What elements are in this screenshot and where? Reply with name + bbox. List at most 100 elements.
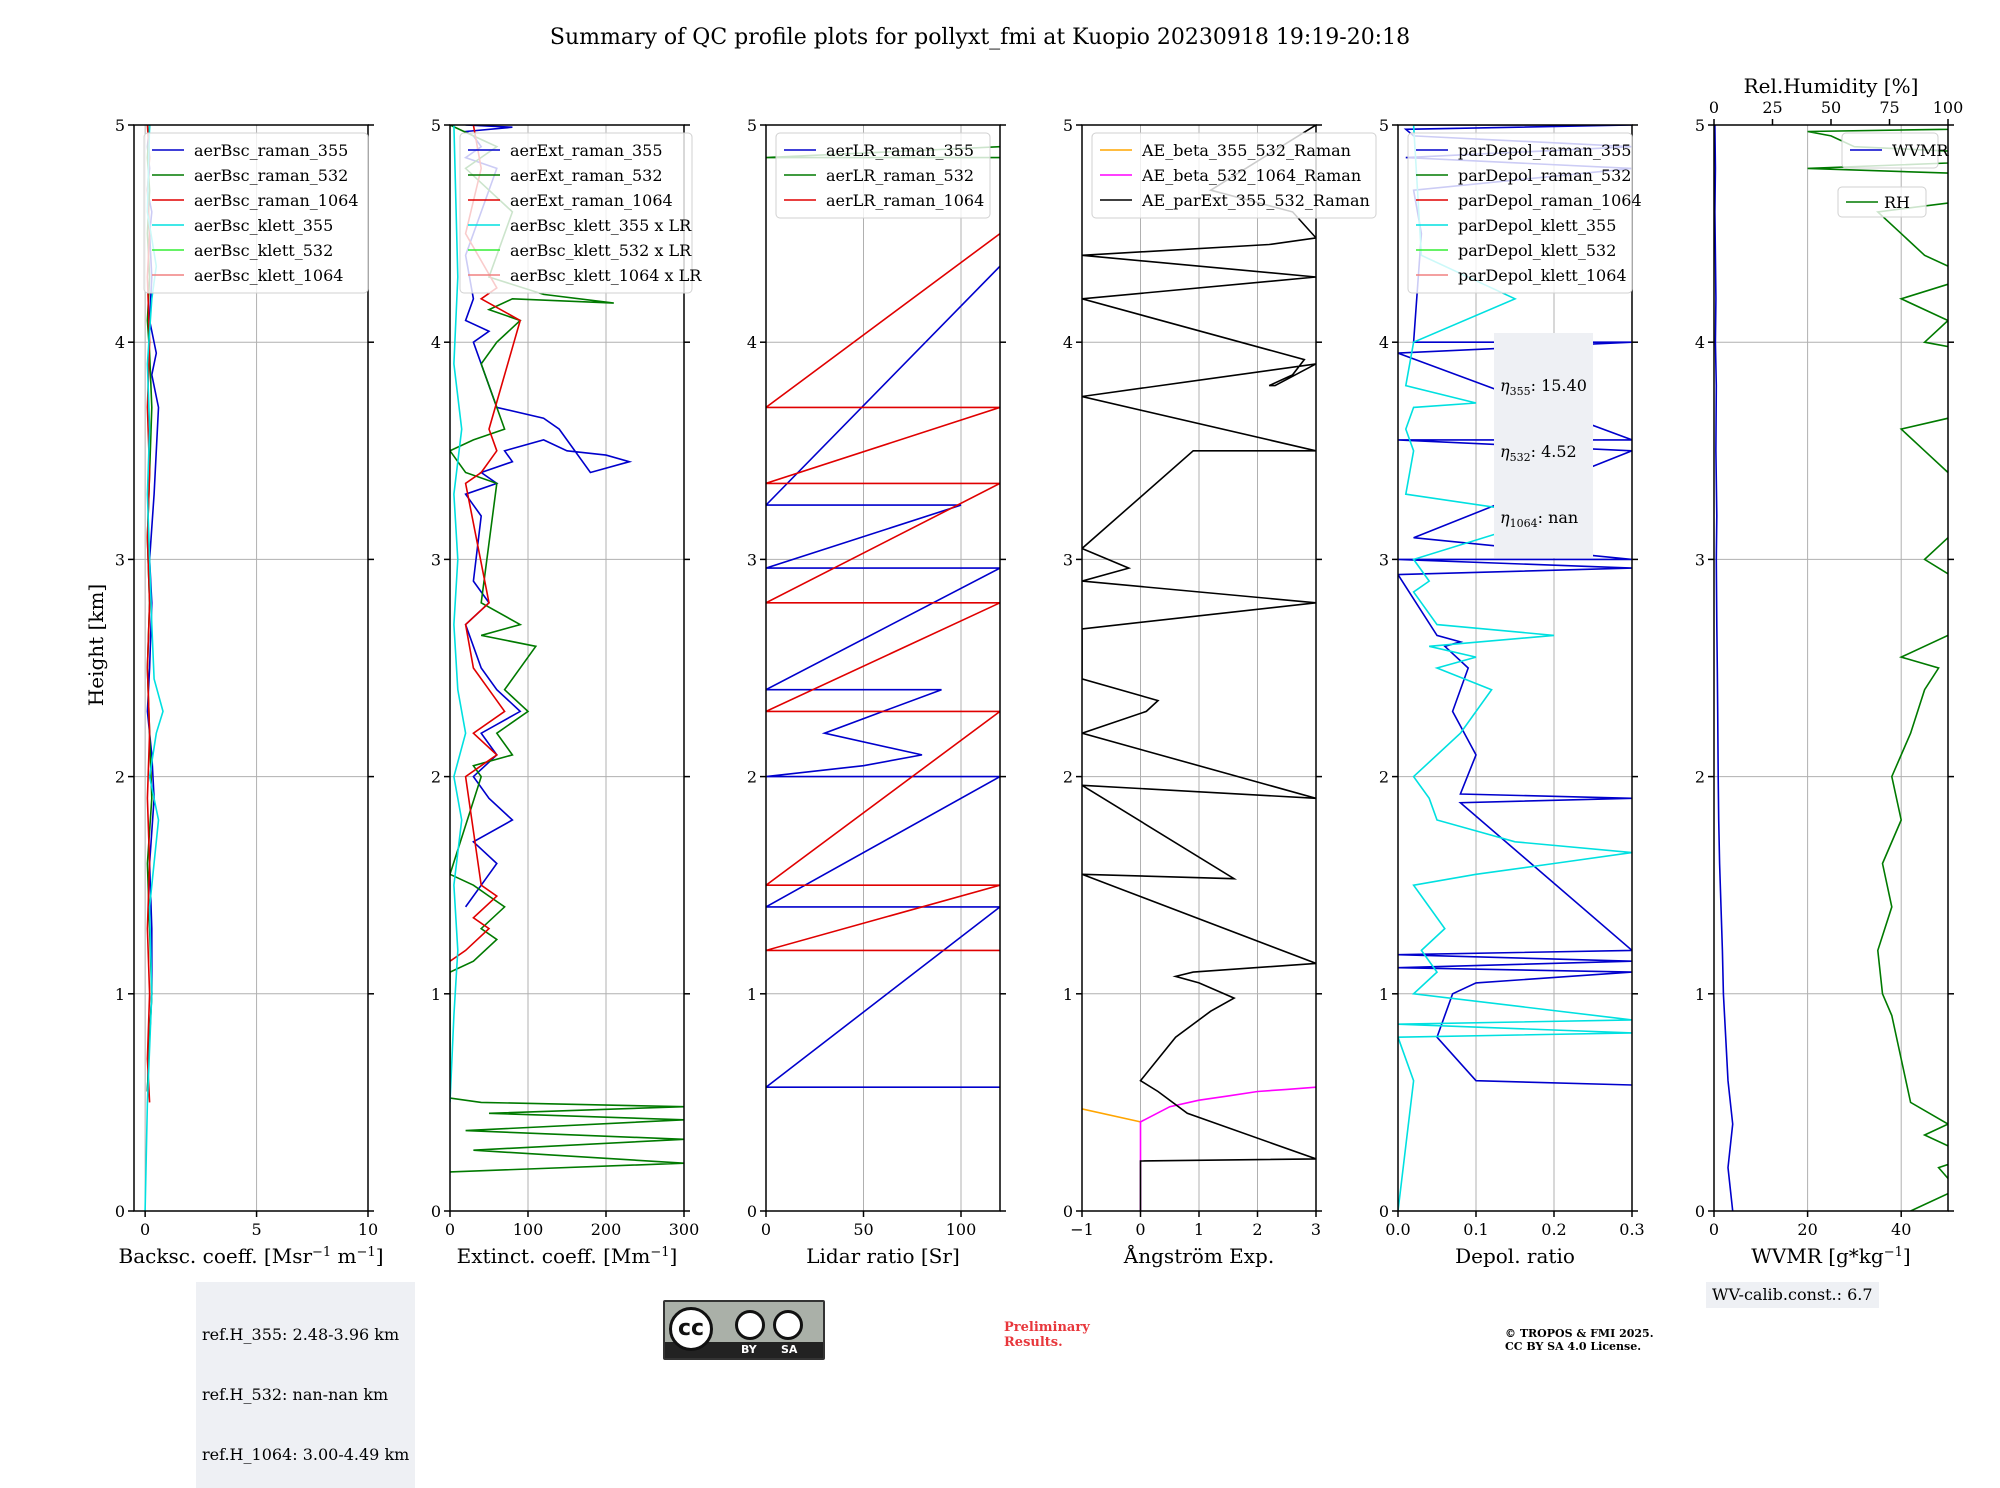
y-tick-label: 1 bbox=[431, 985, 441, 1004]
x-label-part: ] bbox=[376, 1244, 384, 1268]
x-axis-label: Backsc. coeff. [Msr−1 m−1] bbox=[119, 1244, 384, 1268]
legend-entry: aerLR_raman_532 bbox=[826, 166, 974, 185]
y-tick-label: 3 bbox=[431, 550, 441, 569]
series-line-WVMR bbox=[1714, 125, 1734, 1211]
series-line-aerLR_raman_1064 bbox=[766, 232, 1000, 952]
legend-entry: aerLR_raman_355 bbox=[826, 141, 974, 160]
series-group bbox=[1082, 125, 1316, 1211]
x-tick-label: 10 bbox=[358, 1220, 378, 1239]
y-tick-label: 1 bbox=[1695, 985, 1705, 1004]
y-tick-label: 2 bbox=[1063, 768, 1073, 787]
preliminary-note: Preliminary Results. bbox=[1004, 1320, 1090, 1350]
ref-height-532: ref.H_532: nan-nan km bbox=[202, 1385, 389, 1404]
legend-entry: AE_parExt_355_532_Raman bbox=[1141, 191, 1370, 210]
x-tick-label: 50 bbox=[853, 1220, 873, 1239]
legend-frame bbox=[459, 132, 693, 294]
x-tick-label: 1 bbox=[1194, 1220, 1204, 1239]
eta-symbol: η bbox=[1500, 376, 1510, 395]
top-x-axis-label: Rel.Humidity [%] bbox=[1744, 74, 1919, 98]
legend-entry: parDepol_raman_1064 bbox=[1458, 191, 1642, 210]
x-tick-label: 0.1 bbox=[1463, 1220, 1488, 1239]
legend: WVMR bbox=[1841, 132, 1949, 169]
x-tick-label: 40 bbox=[1891, 1220, 1911, 1239]
x-label-superscript: −1 bbox=[1884, 1245, 1903, 1260]
eta-sub-532: 532 bbox=[1509, 451, 1531, 465]
y-axis-label: Height [km] bbox=[84, 584, 108, 706]
eta-symbol: η bbox=[1500, 508, 1510, 528]
legend: aerExt_raman_355 aerExt_raman_532 aerExt_r… bbox=[459, 132, 702, 294]
legend-frame bbox=[1407, 132, 1633, 294]
legend-entry: parDepol_klett_355 bbox=[1458, 216, 1616, 235]
axes-frame bbox=[133, 124, 369, 1212]
y-tick-label: 5 bbox=[115, 116, 125, 135]
y-tick-label: 0 bbox=[1379, 1202, 1389, 1221]
y-tick-label: 1 bbox=[115, 985, 125, 1004]
figure-title: Summary of QC profile plots for pollyxt_… bbox=[550, 25, 1410, 50]
x-label-part: Lidar ratio [Sr] bbox=[806, 1244, 960, 1268]
legend-entry: aerBsc_raman_355 bbox=[194, 141, 348, 160]
x-tick-label: 0 bbox=[1135, 1220, 1145, 1239]
x-tick-label: 100 bbox=[513, 1220, 544, 1239]
series-line-AE_parExt_355_532_Raman bbox=[1082, 125, 1316, 1211]
legend-entry: aerBsc_klett_355 bbox=[194, 216, 333, 235]
x-label-superscript: −1 bbox=[650, 1245, 669, 1260]
cc-license-badge[interactable]: cc BY SA bbox=[663, 1300, 825, 1360]
top-x-tick-label: 75 bbox=[1879, 98, 1899, 117]
series-line-aerLR_raman_355 bbox=[766, 265, 1000, 1088]
cc-icon: cc bbox=[669, 1307, 713, 1351]
by-icon bbox=[735, 1310, 765, 1340]
figure: Summary of QC profile plots for pollyxt_… bbox=[84, 25, 1964, 1268]
y-tick-label: 3 bbox=[1063, 550, 1073, 569]
y-tick-label: 3 bbox=[1695, 550, 1705, 569]
x-tick-label: 0.0 bbox=[1385, 1220, 1410, 1239]
legend-entry: parDepol_klett_532 bbox=[1458, 241, 1616, 260]
legend-entry: aerBsc_raman_1064 bbox=[194, 191, 359, 210]
legend-entry: parDepol_klett_1064 bbox=[1458, 266, 1627, 285]
y-tick-label: 1 bbox=[747, 985, 757, 1004]
x-tick-label: 20 bbox=[1797, 1220, 1817, 1239]
x-tick-label: 5 bbox=[251, 1220, 261, 1239]
eta-532: η532: 4.52 bbox=[1500, 442, 1587, 468]
y-tick-label: 2 bbox=[747, 768, 757, 787]
series-line-parDepol_klett_355 bbox=[1398, 125, 1632, 1211]
series-line-RH bbox=[1807, 128, 1948, 1211]
axes-frame bbox=[765, 124, 1001, 1212]
y-tick-label: 3 bbox=[747, 550, 757, 569]
legend-frame bbox=[775, 132, 991, 219]
x-label-part: Ångström Exp. bbox=[1123, 1243, 1274, 1268]
x-label-superscript: −1 bbox=[312, 1245, 331, 1260]
y-tick-label: 0 bbox=[1695, 1202, 1705, 1221]
series-group bbox=[1714, 125, 1948, 1211]
legend-entry: aerExt_raman_532 bbox=[510, 166, 663, 185]
legend-entry: aerBsc_klett_355 x LR bbox=[510, 216, 692, 235]
x-axis-label: Lidar ratio [Sr] bbox=[806, 1244, 960, 1268]
x-tick-label: 3 bbox=[1311, 1220, 1321, 1239]
series-line-aerExt_raman_532 bbox=[450, 125, 684, 1173]
y-tick-label: 2 bbox=[1379, 768, 1389, 787]
y-tick-label: 5 bbox=[431, 116, 441, 135]
x-tick-label: 0 bbox=[445, 1220, 455, 1239]
y-tick-label: 1 bbox=[1063, 985, 1073, 1004]
license-by: BY bbox=[741, 1343, 757, 1356]
legend-entry: aerLR_raman_1064 bbox=[826, 191, 984, 210]
top-x-tick-label: 100 bbox=[1933, 98, 1964, 117]
legend-entry: parDepol_raman_532 bbox=[1458, 166, 1631, 185]
x-tick-label: 300 bbox=[669, 1220, 700, 1239]
y-tick-label: 2 bbox=[115, 768, 125, 787]
y-tick-label: 0 bbox=[431, 1202, 441, 1221]
axes-frame bbox=[449, 124, 685, 1212]
wv-calib-box: WV-calib.const.: 6.7 bbox=[1706, 1282, 1879, 1308]
eta-value-355: : 15.40 bbox=[1530, 376, 1587, 395]
top-x-tick-label: 50 bbox=[1821, 98, 1841, 117]
legend-frame bbox=[143, 132, 369, 294]
x-tick-label: 200 bbox=[591, 1220, 622, 1239]
y-tick-label: 5 bbox=[1063, 116, 1073, 135]
y-tick-label: 4 bbox=[1695, 333, 1705, 352]
legend-entry: AE_beta_532_1064_Raman bbox=[1141, 166, 1361, 185]
ref-height-355: ref.H_355: 2.48-3.96 km bbox=[202, 1325, 400, 1344]
x-label-part: Depol. ratio bbox=[1455, 1244, 1575, 1268]
top-x-tick-label: 25 bbox=[1762, 98, 1782, 117]
y-tick-label: 0 bbox=[747, 1202, 757, 1221]
